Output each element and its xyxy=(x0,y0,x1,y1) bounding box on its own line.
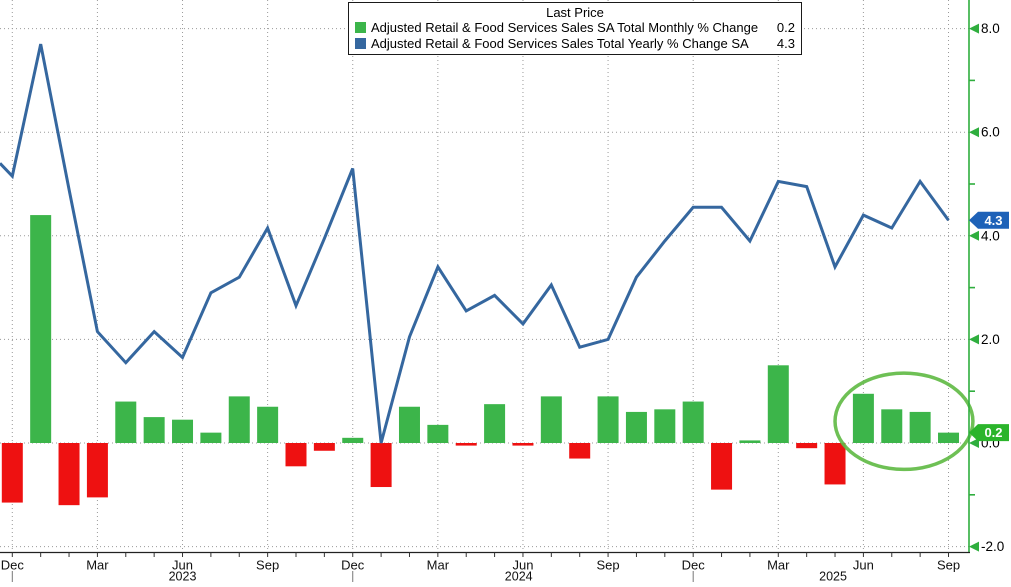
x-tick-label: Dec xyxy=(682,558,706,573)
legend-rows: Adjusted Retail & Food Services Sales SA… xyxy=(349,20,801,51)
legend-swatch-yearly xyxy=(355,37,366,49)
bar-sep-2024 xyxy=(597,396,619,443)
x-tick-label: Dec xyxy=(341,558,365,573)
legend-value: 4.3 xyxy=(776,35,795,51)
bar-jan-2024 xyxy=(370,443,392,488)
bar-apr-2023 xyxy=(115,401,137,443)
legend-label: Adjusted Retail & Food Services Sales SA… xyxy=(371,20,759,36)
bar-may-2025 xyxy=(824,443,846,485)
gridlines xyxy=(0,0,969,553)
legend-item: Adjusted Retail & Food Services Sales SA… xyxy=(349,20,801,35)
bar-jul-2025 xyxy=(881,409,903,443)
bar-jun-2023 xyxy=(172,419,194,443)
bar-jul-2024 xyxy=(540,396,562,443)
x-tick-label: Jun xyxy=(853,558,874,573)
bar-may-2023 xyxy=(143,417,165,443)
legend-label: Adjusted Retail & Food Services Sales To… xyxy=(371,35,749,51)
y-tick-label: -2.0 xyxy=(981,539,1004,554)
legend-value: 0.2 xyxy=(776,20,795,36)
bar-mar-2025 xyxy=(767,365,789,443)
legend-item: Adjusted Retail & Food Services Sales To… xyxy=(349,36,801,51)
bar-dec-2024 xyxy=(682,401,704,443)
x-tick-label: Mar xyxy=(427,558,450,573)
bar-sep-2025 xyxy=(938,432,960,443)
x-tick-label: Jun xyxy=(172,558,193,573)
bar-jun-2024 xyxy=(512,443,534,446)
bar-apr-2025 xyxy=(796,443,818,449)
x-tick-label: Dec xyxy=(1,558,25,573)
y-tick-arrow-icon xyxy=(969,438,979,448)
y-tick-arrow-icon xyxy=(969,541,979,552)
bar-feb-2024 xyxy=(398,406,420,443)
bar-apr-2024 xyxy=(455,443,477,446)
bar-oct-2023 xyxy=(285,443,307,467)
yearly-line xyxy=(0,43,950,444)
y-tick-arrow-icon xyxy=(969,127,979,138)
bar-nov-2024 xyxy=(654,409,676,443)
bar-mar-2023 xyxy=(86,443,108,498)
bar-jun-2025 xyxy=(852,393,874,443)
bar-may-2024 xyxy=(484,404,506,443)
bar-jan-2025 xyxy=(711,443,733,490)
last-price-badge-0-2 xyxy=(969,424,1009,442)
last-price-badge-text: 4.3 xyxy=(984,213,1002,228)
y-tick-arrow-icon xyxy=(969,23,979,34)
bar-dec-2023 xyxy=(342,437,364,443)
bar-jan-2023 xyxy=(30,215,52,443)
bar-aug-2025 xyxy=(909,411,931,443)
x-tick-label: Mar xyxy=(767,558,790,573)
x-tick-label: Jun xyxy=(512,558,533,573)
bar-oct-2024 xyxy=(625,411,647,443)
bar-aug-2024 xyxy=(569,443,591,459)
annotation-ellipse xyxy=(833,371,975,472)
last-price-badge-4-3 xyxy=(969,211,1009,229)
x-axis: Dec Mar Jun Sep Dec Mar Jun Sep Dec Mar Jun Sep 2023… xyxy=(0,551,970,584)
last-price-badge-text: 0.2 xyxy=(984,425,1002,440)
x-tick-label: Mar xyxy=(86,558,109,573)
year-label: 2025 xyxy=(819,570,847,583)
year-label: 2024 xyxy=(505,570,533,583)
x-tick-label: Sep xyxy=(256,558,279,573)
y-axis: 8.06.04.02.00.0-2.04.30.2 xyxy=(968,0,1009,554)
bar-sep-2023 xyxy=(257,406,279,443)
y-tick-label: 2.0 xyxy=(981,332,1000,347)
monthly-bars xyxy=(1,215,960,506)
y-tick-label: 6.0 xyxy=(981,125,1000,140)
x-tick-label: Sep xyxy=(937,558,960,573)
y-tick-label: 8.0 xyxy=(981,21,1000,36)
legend-swatch-monthly xyxy=(355,22,366,34)
bar-jul-2023 xyxy=(200,432,222,443)
x-tick-label: Sep xyxy=(596,558,619,573)
bar-nov-2023 xyxy=(313,443,335,451)
bar-aug-2023 xyxy=(228,396,250,443)
y-tick-label: 4.0 xyxy=(981,228,1000,243)
bar-dec-2022 xyxy=(1,443,23,503)
year-label: 2023 xyxy=(169,570,197,583)
y-tick-arrow-icon xyxy=(969,230,979,241)
bar-mar-2024 xyxy=(427,424,449,443)
legend: Last Price Adjusted Retail & Food Servic… xyxy=(348,2,802,55)
bar-feb-2023 xyxy=(58,443,80,506)
y-tick-arrow-icon xyxy=(969,334,979,345)
legend-title: Last Price xyxy=(546,5,604,20)
bar-feb-2025 xyxy=(739,440,761,443)
